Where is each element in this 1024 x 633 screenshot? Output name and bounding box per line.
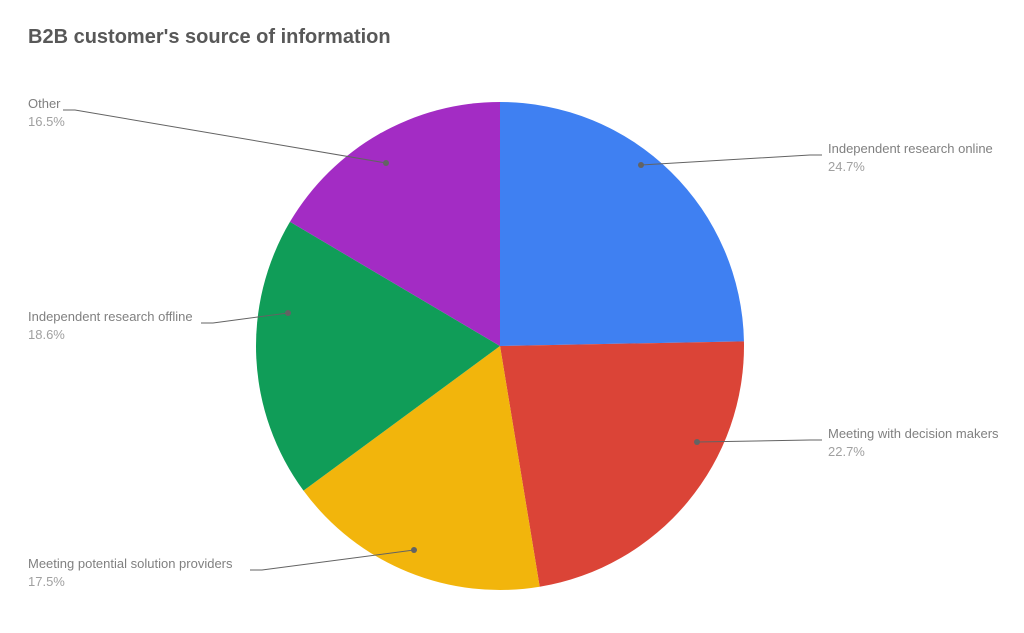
slice-label: Other16.5% bbox=[28, 95, 65, 130]
slice-label-name: Meeting with decision makers bbox=[828, 425, 999, 443]
slice-label: Independent research offline18.6% bbox=[28, 308, 193, 343]
slice-label-name: Other bbox=[28, 95, 65, 113]
slice-label-pct: 16.5% bbox=[28, 113, 65, 131]
slice-label-pct: 17.5% bbox=[28, 573, 233, 591]
slice-label-pct: 24.7% bbox=[828, 158, 993, 176]
pie-slice bbox=[500, 341, 744, 586]
slice-label: Independent research online24.7% bbox=[828, 140, 993, 175]
slice-label: Meeting with decision makers22.7% bbox=[828, 425, 999, 460]
leader-dot bbox=[694, 439, 700, 445]
leader-dot bbox=[285, 310, 291, 316]
pie-slice bbox=[500, 102, 744, 346]
slice-label-pct: 22.7% bbox=[828, 443, 999, 461]
slice-label-pct: 18.6% bbox=[28, 326, 193, 344]
pie-chart: Independent research online24.7% Meeting … bbox=[0, 0, 1024, 633]
slice-label: Meeting potential solution providers17.5… bbox=[28, 555, 233, 590]
slice-label-name: Independent research offline bbox=[28, 308, 193, 326]
leader-dot bbox=[411, 547, 417, 553]
slice-label-name: Independent research online bbox=[828, 140, 993, 158]
leader-dot bbox=[638, 162, 644, 168]
leader-line bbox=[63, 110, 386, 163]
leader-dot bbox=[383, 160, 389, 166]
slice-label-name: Meeting potential solution providers bbox=[28, 555, 233, 573]
leader-line bbox=[641, 155, 822, 165]
